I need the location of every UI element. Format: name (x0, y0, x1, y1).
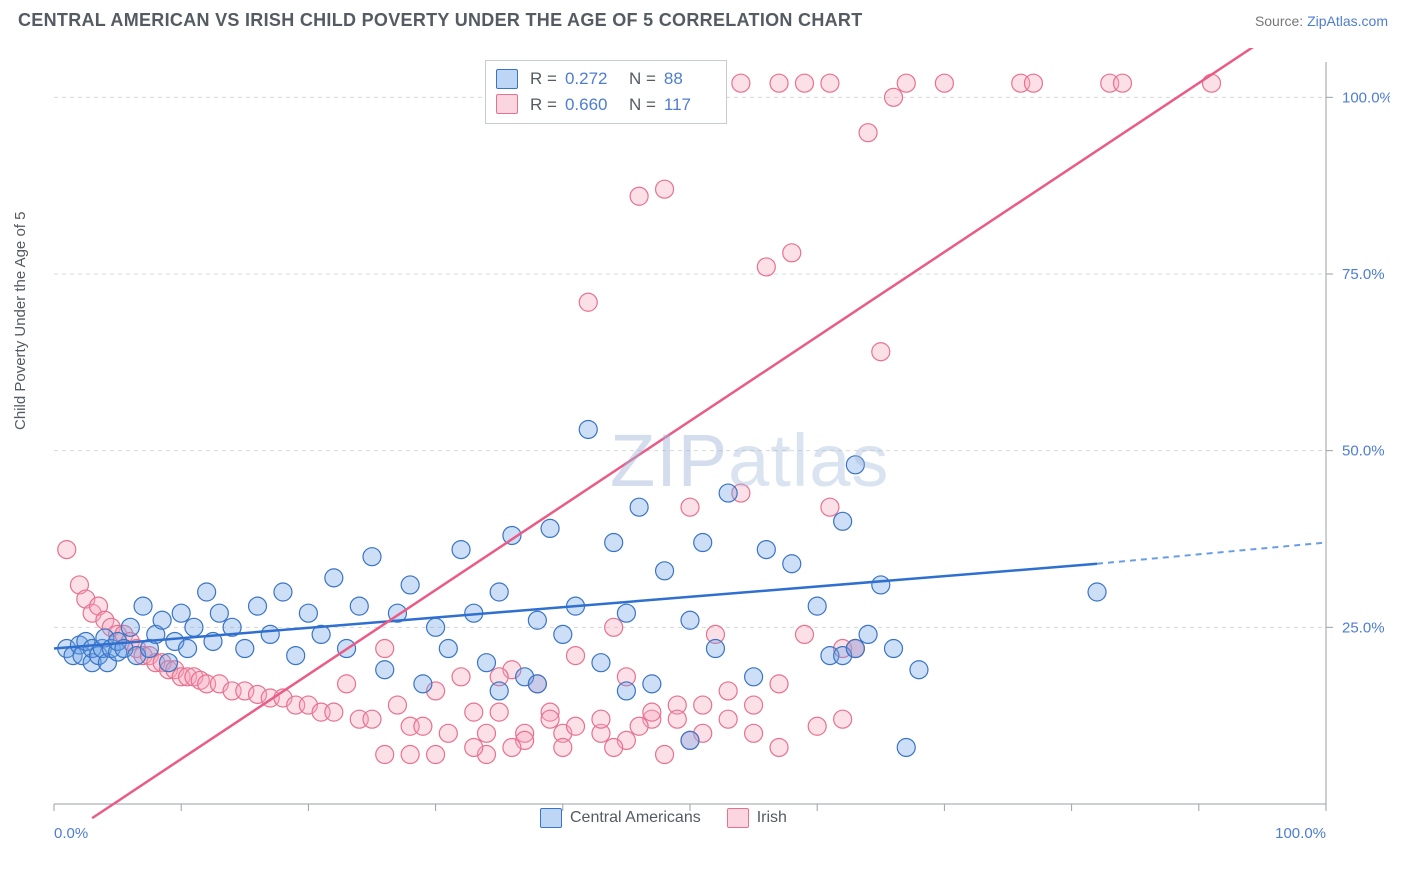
svg-text:0.0%: 0.0% (54, 825, 88, 842)
stats-row-pink: R = 0.660 N = 117 (496, 92, 716, 118)
stats-box: R = 0.272 N = 88 R = 0.660 N = 117 (485, 60, 727, 124)
stat-n-pink: 117 (664, 92, 716, 118)
stat-n-label: N = (629, 92, 656, 118)
stat-r-label: R = (530, 66, 557, 92)
scatter-svg: 0.0% 100.0% 25.0% 50.0% 75.0% 100.0% (50, 48, 1390, 848)
source-label: Source: (1255, 13, 1303, 29)
swatch-pink-icon (496, 94, 518, 114)
chart-header: CENTRAL AMERICAN VS IRISH CHILD POVERTY … (0, 0, 1406, 37)
stats-row-blue: R = 0.272 N = 88 (496, 66, 716, 92)
y-axis-label: Child Poverty Under the Age of 5 (12, 212, 29, 430)
stat-r-blue: 0.272 (565, 66, 617, 92)
stat-n-label: N = (629, 66, 656, 92)
plot-area: 0.0%100.0%25.0%50.0%75.0%100.0% ZIPatlas… (50, 48, 1390, 838)
x-legend: Central Americans Irish (540, 808, 787, 828)
source-credit: Source: ZipAtlas.com (1255, 13, 1388, 29)
svg-text:100.0%: 100.0% (1342, 89, 1390, 106)
source-value: ZipAtlas.com (1307, 13, 1388, 29)
svg-text:100.0%: 100.0% (1275, 825, 1326, 842)
svg-text:75.0%: 75.0% (1342, 266, 1385, 283)
swatch-blue-icon (496, 69, 518, 89)
swatch-pink-icon (727, 808, 749, 828)
chart-title: CENTRAL AMERICAN VS IRISH CHILD POVERTY … (18, 10, 863, 31)
legend-item-pink: Irish (727, 808, 787, 828)
stat-n-blue: 88 (664, 66, 716, 92)
legend-item-blue: Central Americans (540, 808, 701, 828)
svg-text:25.0%: 25.0% (1342, 619, 1385, 636)
swatch-blue-icon (540, 808, 562, 828)
stat-r-label: R = (530, 92, 557, 118)
legend-label: Central Americans (570, 809, 701, 827)
legend-label: Irish (757, 809, 787, 827)
svg-text:50.0%: 50.0% (1342, 443, 1385, 460)
stat-r-pink: 0.660 (565, 92, 617, 118)
